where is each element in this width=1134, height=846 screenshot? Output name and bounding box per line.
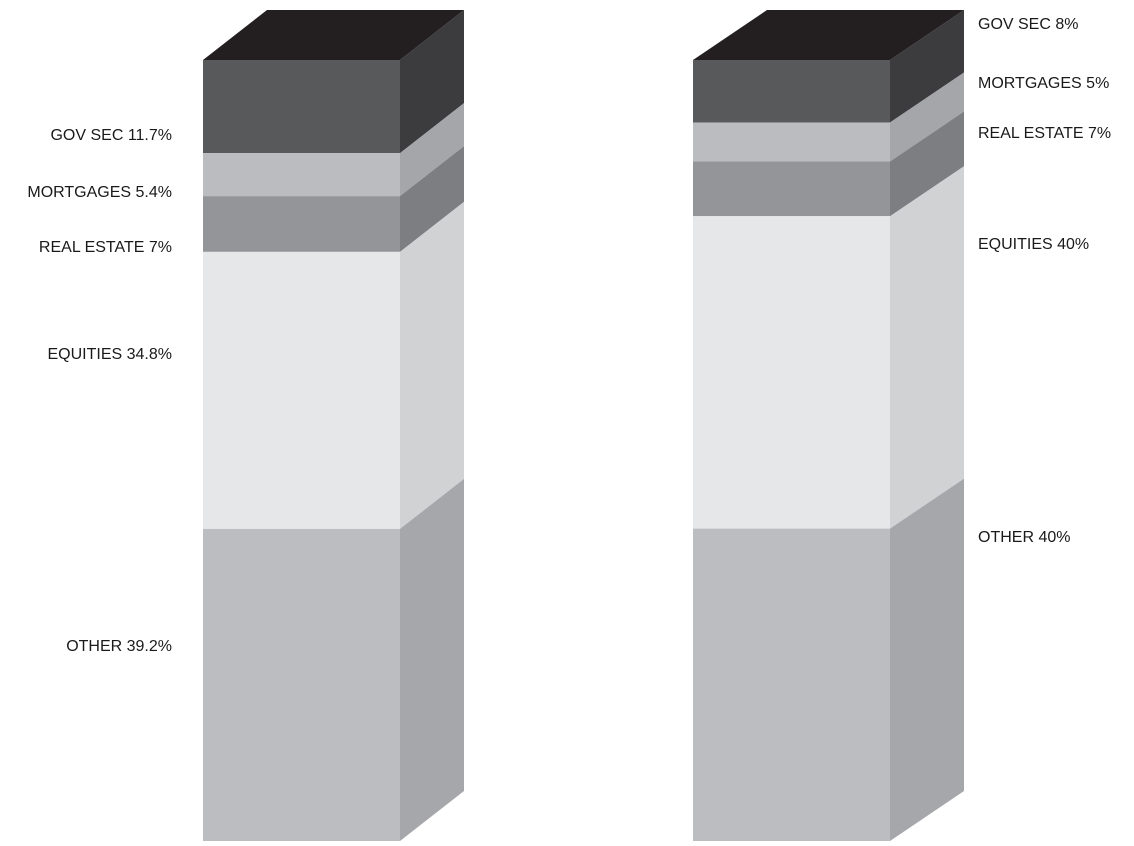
segment-side-1 [400,103,464,197]
segment-label-0: GOV SEC 11.7% [50,127,172,144]
segment-front-1 [203,153,400,197]
segment-side-3 [400,201,464,529]
segment-side-0 [890,10,964,123]
segment-front-2 [693,161,890,217]
segment-front-4 [203,528,400,841]
segment-front-1 [693,122,890,162]
column-top-face [203,10,464,60]
segment-side-2 [890,111,964,217]
segment-side-1 [890,72,964,162]
column-top-face [693,10,964,60]
segment-label-1: MORTGAGES 5.4% [27,184,172,201]
segment-front-4 [693,528,890,841]
segment-side-3 [890,166,964,529]
segment-side-0 [400,10,464,154]
segment-side-2 [400,146,464,252]
segment-front-2 [203,196,400,252]
segment-side-4 [400,478,464,841]
segment-front-3 [203,251,400,529]
segment-side-4 [890,478,964,841]
segment-front-0 [693,60,890,123]
segment-label-2: REAL ESTATE 7% [39,239,172,256]
segment-label-0: GOV SEC 8% [978,16,1078,33]
segment-front-0 [203,60,400,154]
segment-label-3: EQUITIES 34.8% [48,346,173,363]
segment-label-3: EQUITIES 40% [978,236,1089,253]
segment-front-3 [693,216,890,529]
segment-label-2: REAL ESTATE 7% [978,125,1111,142]
segment-label-1: MORTGAGES 5% [978,75,1109,92]
column-right: GOV SEC 8% MORTGAGES 5% REAL ESTATE 7% EQUI… [693,10,1111,841]
segment-label-4: OTHER 40% [978,529,1070,546]
column-left: GOV SEC 11.7% MORTGAGES 5.4% REAL ESTATE 7… [27,10,464,841]
segment-label-4: OTHER 39.2% [66,638,172,655]
